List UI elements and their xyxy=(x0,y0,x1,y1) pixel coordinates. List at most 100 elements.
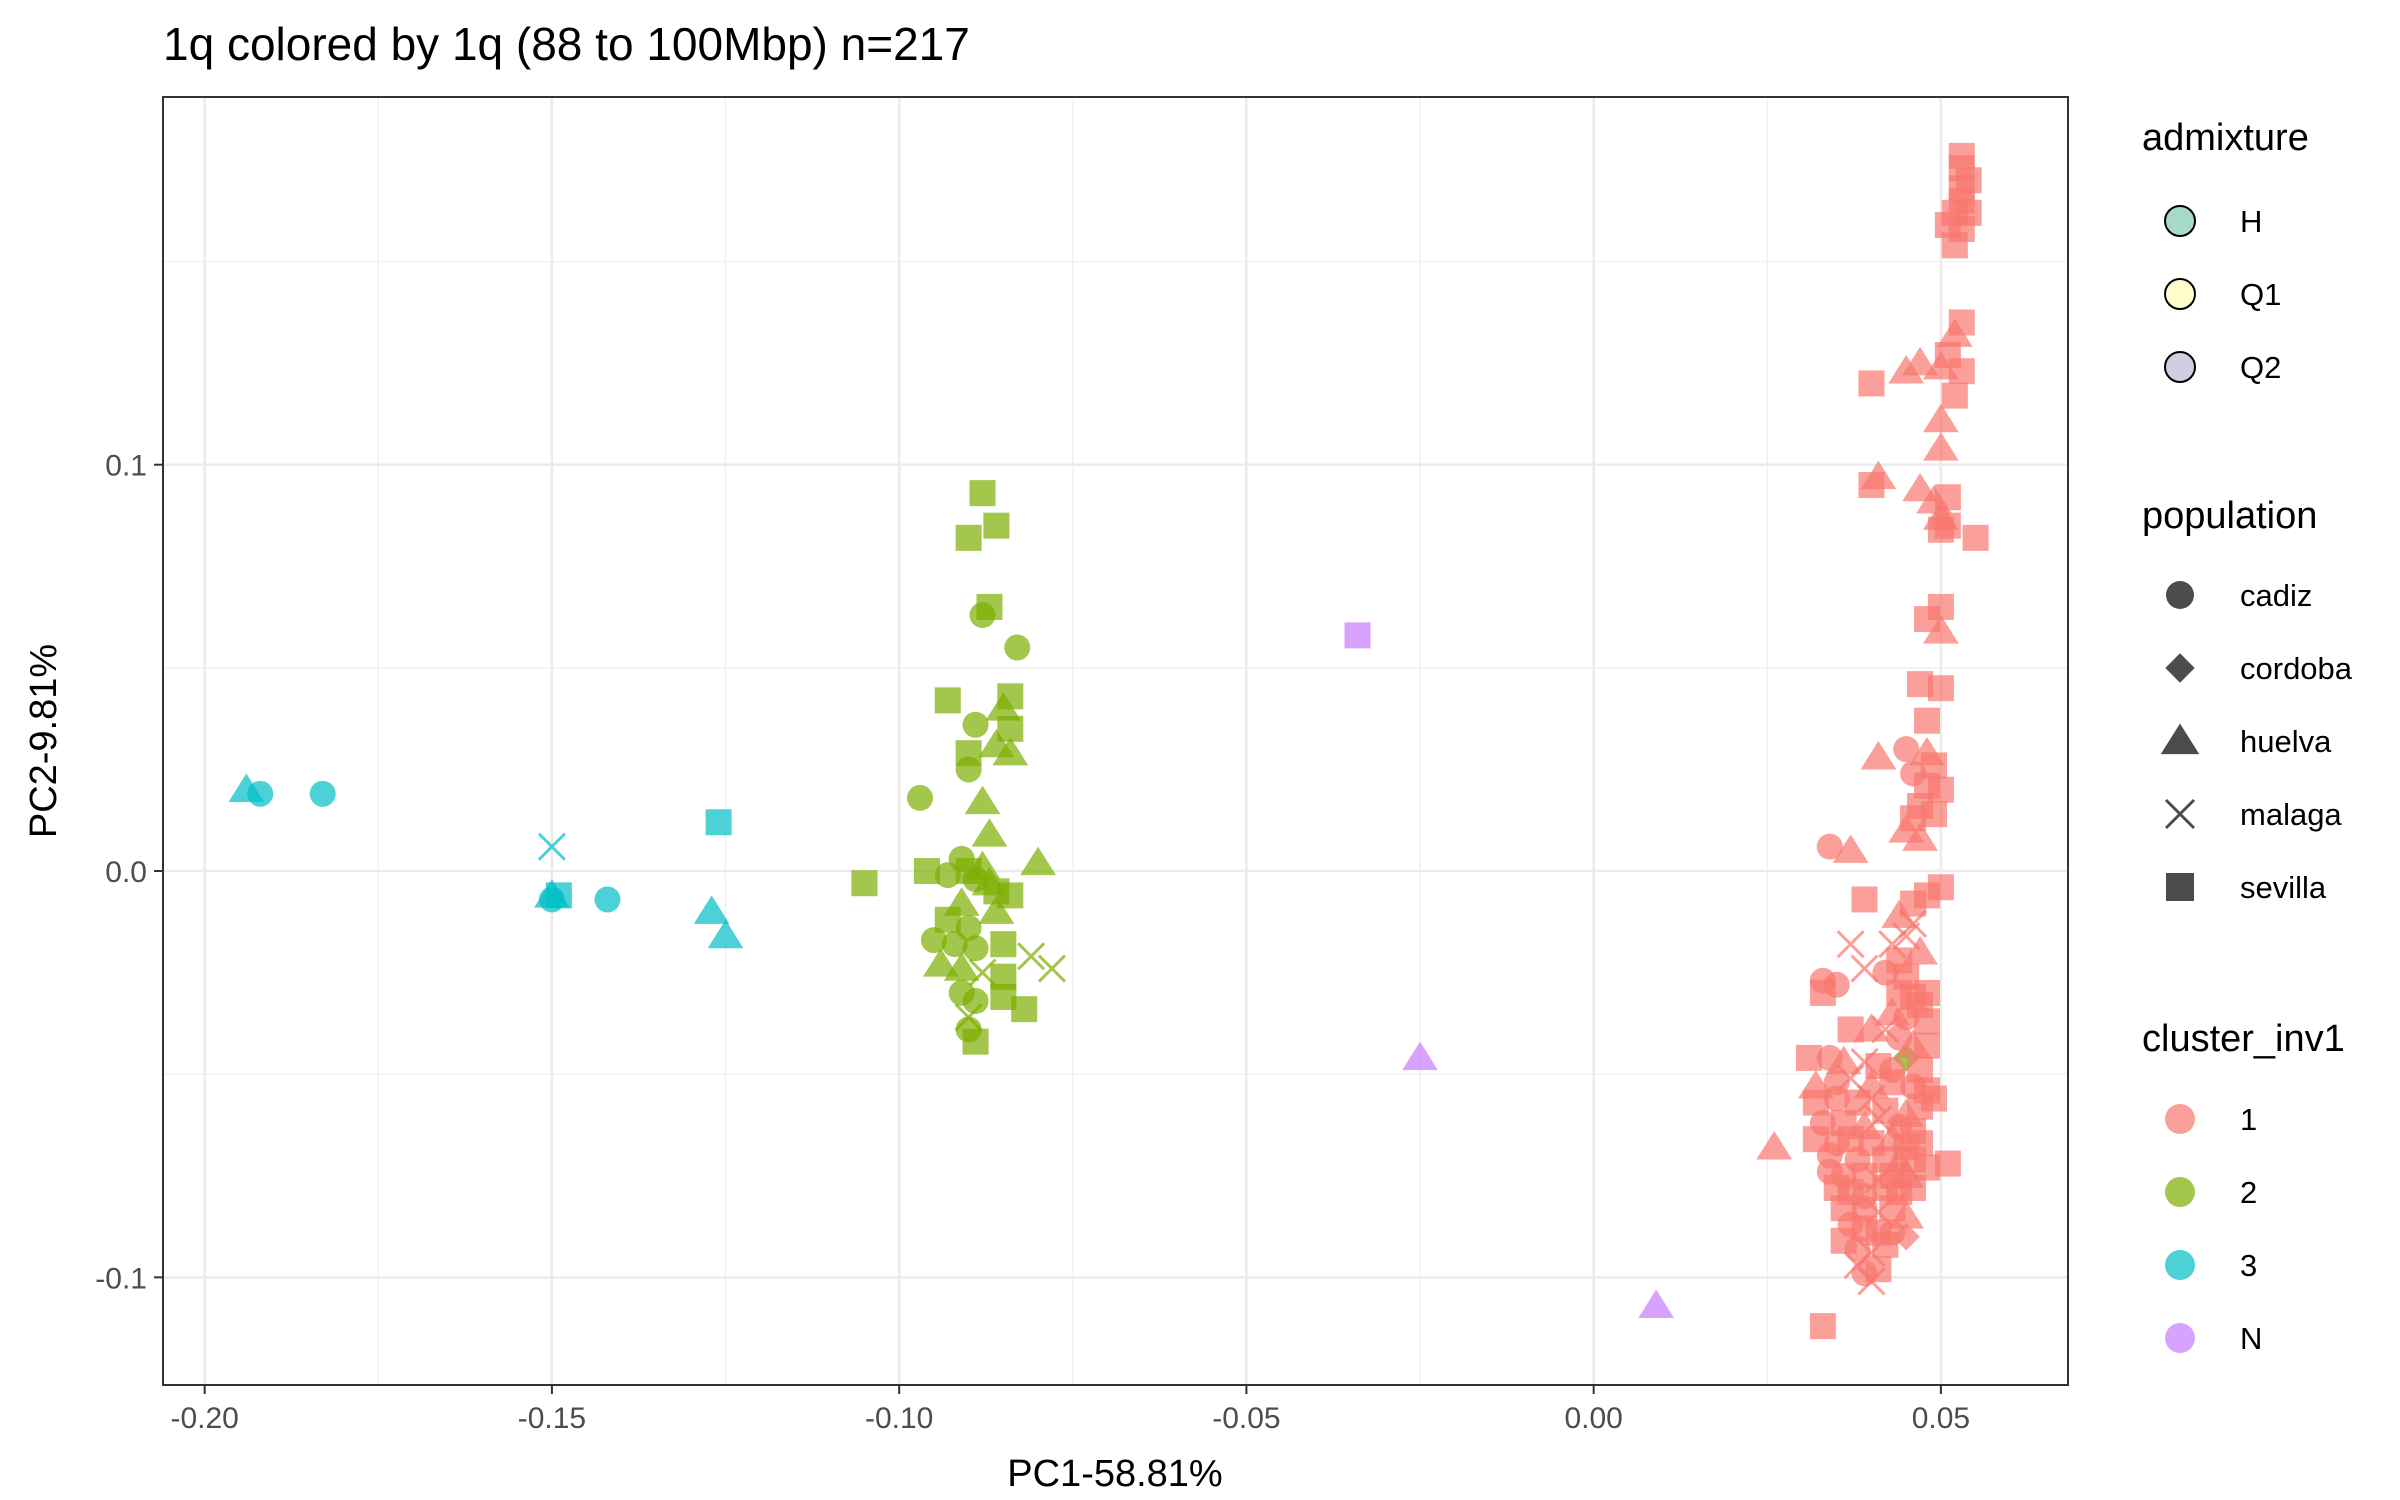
legend-key-sevilla xyxy=(2166,873,2194,901)
legend: admixture H Q1 Q2 population cadiz cordoba huel… xyxy=(2142,117,2353,1356)
legend-key-cordoba xyxy=(2165,653,2195,683)
legend-label: N xyxy=(2240,1321,2262,1356)
legend-key-cluster-3 xyxy=(2165,1250,2195,1280)
legend-key-q1 xyxy=(2164,278,2196,310)
data-point-cluster-1 xyxy=(1872,1231,1899,1258)
data-point-cluster-1 xyxy=(1920,801,1947,828)
legend-label: cordoba xyxy=(2240,651,2353,686)
data-point-cluster-1 xyxy=(1816,833,1843,860)
data-point-cluster-2 xyxy=(955,524,982,551)
data-point-cluster-2 xyxy=(955,756,982,783)
data-point-cluster-1 xyxy=(1927,874,1954,901)
plot-panel-background xyxy=(163,97,2068,1385)
data-point-cluster-2 xyxy=(906,784,933,811)
data-point-cluster-1 xyxy=(1923,403,1959,433)
data-point-cluster-1 xyxy=(1893,736,1920,763)
legend-label: Q2 xyxy=(2240,350,2281,385)
legend-key-malaga xyxy=(2164,798,2196,830)
x-axis-title: PC1-58.81% xyxy=(1007,1453,1222,1495)
data-point-cluster-1 xyxy=(1832,834,1869,863)
data-point-cluster-2 xyxy=(1011,996,1038,1023)
data-point-cluster-1 xyxy=(1941,382,1968,409)
data-point-cluster-2 xyxy=(1017,942,1046,971)
data-point-cluster-2 xyxy=(941,931,968,958)
data-point-cluster-2 xyxy=(962,1028,989,1055)
data-point-cluster-N xyxy=(1344,622,1371,649)
data-point-cluster-1 xyxy=(1825,1045,1862,1075)
data-point-cluster-3 xyxy=(309,780,336,807)
legend-key-cadiz xyxy=(2166,581,2194,609)
data-point-cluster-1 xyxy=(1809,1313,1836,1340)
data-point-cluster-1 xyxy=(1934,512,1961,539)
legend-key-h xyxy=(2164,205,2196,237)
data-points xyxy=(228,142,1989,1340)
y-axis: -0.1 0.0 0.1 xyxy=(95,450,163,1295)
data-point-cluster-1 xyxy=(1809,979,1836,1006)
data-point-cluster-1 xyxy=(1857,1267,1886,1296)
data-point-cluster-3 xyxy=(707,919,744,949)
data-point-cluster-2 xyxy=(962,935,989,962)
data-point-cluster-1 xyxy=(1941,232,1968,259)
data-point-cluster-N xyxy=(1402,1041,1438,1071)
grid-minor xyxy=(163,97,2068,1385)
data-point-cluster-2 xyxy=(969,602,996,629)
legend-key-cluster-N xyxy=(2165,1323,2195,1353)
data-point-cluster-2 xyxy=(1020,846,1056,876)
data-point-cluster-3 xyxy=(594,886,621,913)
data-point-cluster-2 xyxy=(971,818,1008,847)
legend-label: cadiz xyxy=(2240,578,2312,613)
data-point-cluster-1 xyxy=(1860,741,1897,770)
data-point-cluster-2 xyxy=(969,480,996,507)
legend-title-admixture: admixture xyxy=(2142,117,2309,159)
y-tick-label: -0.1 xyxy=(95,1262,147,1295)
legend-key-q2 xyxy=(2164,351,2196,383)
data-point-cluster-2 xyxy=(920,927,947,954)
data-point-cluster-2 xyxy=(964,785,1001,815)
data-point-cluster-2 xyxy=(1037,954,1067,983)
y-axis-title: PC2-9.81% xyxy=(23,644,65,838)
data-point-cluster-1 xyxy=(1893,1004,1920,1031)
x-tick-label: -0.05 xyxy=(1212,1402,1280,1435)
data-point-cluster-2 xyxy=(943,952,980,981)
data-point-cluster-1 xyxy=(1936,318,1973,347)
legend-label: 2 xyxy=(2240,1175,2257,1210)
data-point-cluster-1 xyxy=(1844,1235,1871,1262)
data-point-cluster-1 xyxy=(1872,959,1899,986)
x-axis: -0.20 -0.15 -0.10 -0.05 0.00 0.05 xyxy=(170,1385,1970,1435)
data-point-cluster-2 xyxy=(985,692,1022,721)
data-point-cluster-1 xyxy=(1836,930,1865,959)
legend-title-population: population xyxy=(2142,495,2317,537)
data-point-cluster-1 xyxy=(1858,472,1885,499)
data-point-cluster-2 xyxy=(992,736,1029,766)
legend-label: 3 xyxy=(2240,1248,2257,1283)
legend-label: 1 xyxy=(2240,1102,2257,1137)
data-point-cluster-1 xyxy=(1914,1008,1941,1035)
data-point-cluster-1 xyxy=(1934,1150,1961,1177)
data-point-cluster-2 xyxy=(983,512,1010,539)
data-point-cluster-1 xyxy=(1888,355,1925,384)
x-tick-label: 0.00 xyxy=(1564,1402,1622,1435)
data-point-cluster-2 xyxy=(990,931,1017,958)
data-point-cluster-1 xyxy=(1756,1131,1793,1160)
data-point-cluster-3 xyxy=(693,895,730,924)
data-point-cluster-1 xyxy=(1858,370,1885,397)
legend-label: Q1 xyxy=(2240,277,2281,312)
chart-title: 1q colored by 1q (88 to 100Mbp) n=217 xyxy=(163,18,970,70)
data-point-cluster-3 xyxy=(537,832,566,861)
x-tick-label: -0.15 xyxy=(518,1402,586,1435)
data-point-cluster-3 xyxy=(247,780,274,807)
data-point-cluster-2 xyxy=(962,988,989,1015)
x-tick-label: -0.20 xyxy=(170,1402,238,1435)
data-point-cluster-1 xyxy=(1927,675,1954,702)
data-point-cluster-1 xyxy=(1914,707,1941,734)
data-point-cluster-1 xyxy=(1923,432,1959,461)
data-point-cluster-3 xyxy=(534,879,570,908)
y-tick-label: 0.1 xyxy=(105,450,147,483)
x-tick-label: 0.05 xyxy=(1912,1402,1970,1435)
x-tick-label: -0.10 xyxy=(865,1402,933,1435)
data-point-cluster-3 xyxy=(705,809,732,836)
data-point-cluster-1 xyxy=(1923,615,1959,644)
data-point-cluster-1 xyxy=(1907,1093,1934,1120)
